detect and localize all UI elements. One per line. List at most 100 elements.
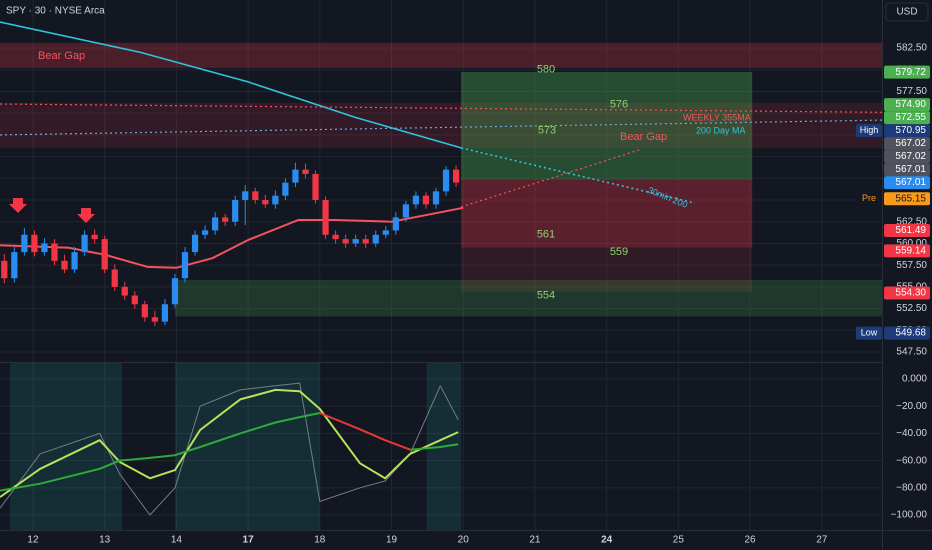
price-badge-label: 574.90: [895, 99, 926, 110]
candle-body: [181, 252, 189, 279]
price-badge-label: 567.02: [895, 151, 926, 162]
candle-body: [352, 239, 359, 244]
price-badge: [884, 111, 930, 125]
oscillator-line: [0, 388, 459, 498]
price-badge: [884, 124, 930, 138]
y-tick-label: 560.00: [896, 238, 927, 249]
price-pane: 580 576 573 561 559 554: [0, 21, 882, 326]
y-tick-label: −40.00: [896, 428, 927, 439]
candle-body: [222, 217, 229, 222]
zone: [461, 247, 753, 293]
candle-body: [171, 278, 179, 305]
candle-body: [412, 195, 420, 205]
oscillator-line: [319, 412, 411, 451]
candle-body: [312, 173, 319, 201]
candle-body: [1, 260, 8, 279]
price-badge-label: 579.72: [895, 67, 926, 78]
candle-body: [141, 304, 148, 318]
annotation: WEEKLY 355MA: [683, 112, 751, 122]
price-tag-label: High: [860, 125, 879, 135]
signal-arrow: [9, 198, 27, 213]
price-badge-label: 554.30: [895, 288, 926, 299]
candle-body: [322, 200, 329, 235]
candle-body: [41, 243, 48, 253]
price-badge-label: 559.14: [895, 246, 926, 257]
candle-body: [151, 317, 158, 322]
price-badge: [884, 98, 930, 112]
candle-body: [31, 234, 38, 253]
x-tick-label: 27: [816, 535, 828, 546]
annotation: Bear Gap: [38, 50, 85, 62]
candle-body: [282, 182, 289, 196]
oscillator-pane: [0, 363, 462, 530]
zone: [0, 102, 882, 148]
level-label: 559: [610, 246, 628, 258]
annotation: 200 Day MA: [696, 125, 746, 135]
candle-body: [11, 252, 18, 279]
y-tick-label: 557.50: [896, 260, 927, 271]
candle-body: [422, 195, 430, 205]
indicator-line: [460, 147, 695, 204]
candle-body: [342, 239, 349, 244]
candle-body: [212, 217, 219, 231]
candle-body: [432, 191, 440, 205]
candle-body: [161, 304, 169, 322]
axes: 547.50550.00552.50555.00557.50560.00562.…: [27, 43, 930, 546]
signal-arrow: [77, 208, 95, 223]
price-tag-label: Pre: [862, 193, 876, 203]
y-tick-label: 562.50: [896, 216, 927, 227]
x-tick-label: 12: [27, 535, 39, 546]
candle-body: [191, 234, 199, 253]
x-tick-label: 14: [171, 535, 183, 546]
candle-body: [392, 217, 399, 231]
candle-body: [101, 239, 108, 270]
candle-body: [442, 169, 450, 192]
candle-body: [51, 243, 58, 261]
price-badge: [884, 244, 930, 258]
candle-body: [71, 252, 78, 270]
price-badge: [884, 286, 930, 300]
candle-body: [21, 234, 28, 253]
price-badge-label: 567.01: [895, 164, 926, 175]
candle-body: [242, 191, 249, 201]
symbol-title: SPY · 30 · NYSE Arca: [6, 6, 105, 17]
candle-body: [402, 204, 409, 218]
price-badge-label: 567.01: [895, 177, 926, 188]
candle-body: [382, 230, 389, 235]
level-label: 580: [537, 64, 555, 76]
x-tick-label: 24: [601, 535, 613, 546]
price-badge-label: 572.55: [895, 112, 926, 123]
price-badge-label: 565.15: [895, 193, 926, 204]
price-badge: [884, 163, 930, 177]
y-tick-label: 552.50: [896, 303, 927, 314]
price-badge-label: 561.49: [895, 225, 926, 236]
price-tag-label: Low: [861, 327, 878, 337]
price-badge: [884, 192, 930, 206]
price-badge: [884, 65, 930, 79]
currency[interactable]: USD: [896, 7, 917, 18]
candle-body: [111, 269, 118, 287]
indicator-line: [0, 103, 882, 113]
indicator-line: [0, 21, 462, 149]
x-tick-label: 21: [529, 535, 541, 546]
price-badge-label: 570.95: [895, 125, 926, 136]
price-badge: [884, 176, 930, 190]
currency-box[interactable]: [885, 2, 929, 22]
y-tick-label: 0.000: [902, 374, 927, 385]
x-tick-label: 18: [314, 535, 326, 546]
candle-body: [252, 191, 259, 201]
x-tick-label: 17: [243, 535, 255, 546]
indicator-line: [460, 149, 641, 208]
annotation: Bear Gap: [620, 131, 667, 143]
candle-body: [302, 169, 309, 174]
y-tick-label: 582.50: [896, 43, 927, 54]
x-tick-label: 25: [673, 535, 685, 546]
price-badge: [884, 137, 930, 151]
y-tick-label: −60.00: [896, 455, 927, 466]
candle-body: [81, 234, 88, 253]
candle-body: [272, 195, 279, 205]
candle-body: [332, 234, 339, 240]
level-label: 576: [610, 98, 628, 110]
y-tick-label: 577.50: [896, 86, 927, 97]
